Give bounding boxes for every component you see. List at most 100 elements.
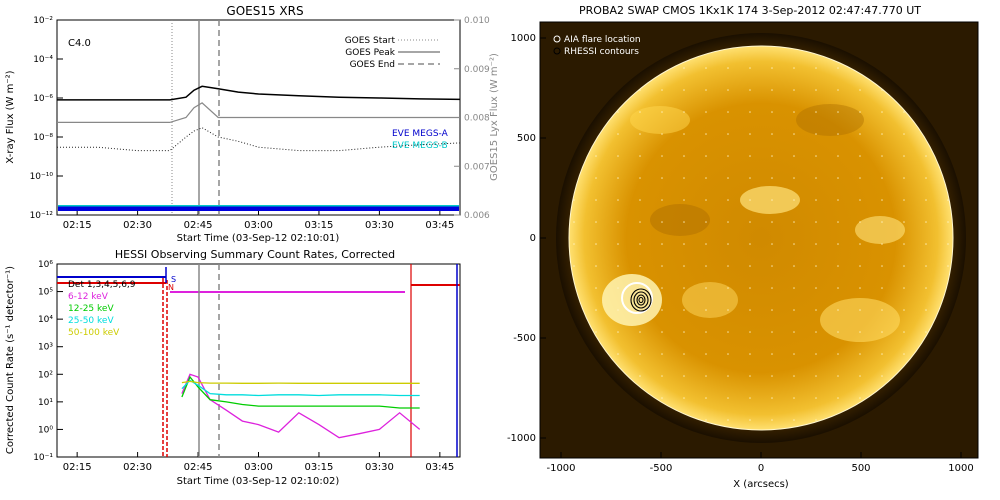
swap-limb-outline xyxy=(568,45,954,431)
hessi-series-line xyxy=(181,375,420,409)
hessi-legend-25-50: 25-50 keV xyxy=(68,316,114,326)
goes-x-tick-label: 02:45 xyxy=(184,220,213,231)
hessi-legend-det: Det 1,3,4,5,6,9 xyxy=(68,280,136,290)
hessi-x-tick-label: 02:15 xyxy=(63,462,92,473)
hessi-y-tick-label: 10¹ xyxy=(38,398,53,408)
goes-xlabel: Start Time (03-Sep-12 02:10:01) xyxy=(177,233,340,244)
goes-legend-end: GOES End xyxy=(350,60,395,70)
goes-x-tick-label: 03:45 xyxy=(425,220,454,231)
goes-x-tick-label: 03:30 xyxy=(365,220,394,231)
goes-series-line xyxy=(57,85,461,101)
swap-title: PROBA2 SWAP CMOS 1Kx1K 174 3-Sep-2012 02… xyxy=(579,4,921,17)
rhessi-contour-3 xyxy=(636,294,646,306)
hessi-series-line xyxy=(181,380,420,384)
swap-y-tick-label: -1000 xyxy=(507,433,536,444)
swap-panel: PROBA2 SWAP CMOS 1Kx1K 174 3-Sep-2012 02… xyxy=(507,4,979,490)
hessi-y-tick-label: 10³ xyxy=(38,343,53,353)
hessi-x-tick-label: 02:45 xyxy=(184,462,213,473)
hessi-xlabel: Start Time (03-Sep-12 02:10:02) xyxy=(177,476,340,487)
goes-y-tick-left-label: 10⁻⁶ xyxy=(33,94,53,104)
hessi-y-ticks: 10⁻¹ 10⁰ 10¹ 10² 10³ 10⁴ 10⁵ 10⁶ xyxy=(33,260,63,463)
swap-sun-features xyxy=(569,46,953,430)
swap-x-tick-label: 500 xyxy=(851,463,870,474)
rhessi-contours xyxy=(630,288,652,312)
goes-y-tick-right-label: 0.008 xyxy=(464,114,490,124)
hessi-series-line xyxy=(181,379,420,397)
hessi-x-tick-label: 02:30 xyxy=(123,462,152,473)
swap-y-tick-label: 0 xyxy=(530,233,536,244)
goes-x-tick-label: 03:15 xyxy=(305,220,334,231)
goes-legend-peak: GOES Peak xyxy=(345,48,395,58)
rhessi-contour-1 xyxy=(630,288,652,312)
goes-y-tick-right-label: 0.010 xyxy=(464,16,490,26)
swap-xlabel: X (arcsecs) xyxy=(733,479,789,490)
hessi-flag-n: N xyxy=(168,283,174,292)
goes-legend: GOES Start GOES Peak GOES End xyxy=(345,36,440,70)
goes-y-ticks-right: 0.006 0.007 0.008 0.009 0.010 xyxy=(454,16,490,221)
swap-legend-aia-marker xyxy=(553,35,561,43)
hessi-y-tick-label: 10⁵ xyxy=(38,288,53,298)
goes-class-label: C4.0 xyxy=(68,38,91,49)
goes-y-tick-left-label: 10⁻⁴ xyxy=(33,55,53,65)
hessi-x-tick-label: 03:15 xyxy=(305,462,334,473)
swap-x-ticks: -1000 -500 0 500 1000 xyxy=(546,452,974,474)
hessi-y-tick-label: 10⁶ xyxy=(38,260,53,270)
goes-y-tick-left-label: 10⁻⁸ xyxy=(33,133,53,143)
hessi-y-tick-label: 10² xyxy=(38,370,53,380)
goes-y-tick-right-label: 0.006 xyxy=(464,211,490,221)
goes-y-tick-left-label: 10⁻¹⁰ xyxy=(30,172,54,182)
goes-legend-start: GOES Start xyxy=(345,36,396,46)
hessi-panel: HESSI Observing Summary Count Rates, Cor… xyxy=(5,248,461,487)
hessi-legend-6-12: 6-12 keV xyxy=(68,292,109,302)
hessi-y-tick-label: 10⁰ xyxy=(38,425,53,435)
goes-series-line xyxy=(57,127,461,152)
goes-ylabel-left: X-ray Flux (W m⁻²) xyxy=(5,70,16,163)
hessi-x-tick-label: 03:45 xyxy=(425,462,454,473)
goes-x-tick-label: 02:30 xyxy=(123,220,152,231)
hessi-y-tick-label: 10⁻¹ xyxy=(33,453,53,463)
eve-megs-b-label: EVE MEGS-B xyxy=(392,141,448,151)
goes-title: GOES15 XRS xyxy=(226,4,303,18)
hessi-x-tick-label: 03:30 xyxy=(365,462,394,473)
goes-x-ticks: 02:15 02:30 02:45 03:00 03:15 03:30 03:45 xyxy=(63,210,454,231)
swap-y-tick-label: -500 xyxy=(513,333,536,344)
swap-image-frame xyxy=(539,21,979,459)
swap-x-tick-label: -500 xyxy=(650,463,673,474)
swap-legend-aia: AIA flare location xyxy=(564,35,641,45)
swap-legend-rhessi-marker xyxy=(553,47,561,55)
hessi-y-tick-label: 10⁴ xyxy=(38,315,53,325)
goes-ylabel-right: GOES15 Lyx Flux (W m⁻²) xyxy=(489,53,500,181)
goes-y-ticks-left: 10⁻¹² 10⁻¹⁰ 10⁻⁸ 10⁻⁶ 10⁻⁴ 10⁻² xyxy=(30,16,63,221)
hessi-series xyxy=(181,373,421,439)
hessi-flag-s: S xyxy=(171,275,176,284)
goes-series-line xyxy=(57,102,460,123)
goes-y-tick-right-label: 0.009 xyxy=(464,65,490,75)
goes-x-tick-label: 02:15 xyxy=(63,220,92,231)
hessi-title: HESSI Observing Summary Count Rates, Cor… xyxy=(115,248,395,261)
rhessi-contour-2 xyxy=(633,291,649,309)
hessi-x-tick-label: 03:00 xyxy=(244,462,273,473)
swap-x-tick-label: -1000 xyxy=(546,463,575,474)
goes-series xyxy=(57,85,461,152)
swap-x-tick-label: 0 xyxy=(758,463,764,474)
hessi-legend-50-100: 50-100 keV xyxy=(68,328,120,338)
eve-baseline-band xyxy=(58,206,459,211)
heliographic-grid xyxy=(569,46,953,430)
goes-y-tick-left-label: 10⁻¹² xyxy=(30,211,54,221)
eve-baseline-band-cyan xyxy=(58,205,459,207)
goes-panel: GOES15 XRS 10⁻¹² 10⁻¹⁰ 10⁻⁸ 10⁻⁶ 10⁻⁴ 10⁻² 0.… xyxy=(5,4,500,244)
goes-x-tick-label: 03:00 xyxy=(244,220,273,231)
swap-x-tick-label: 1000 xyxy=(948,463,973,474)
goes-y-tick-left-label: 10⁻² xyxy=(33,16,53,26)
rhessi-contour-4 xyxy=(638,296,644,304)
hessi-series-line xyxy=(181,373,421,439)
eve-megs-a-label: EVE MEGS-A xyxy=(392,129,449,139)
hessi-legend-12-25: 12-25 keV xyxy=(68,304,114,314)
swap-y-tick-label: 500 xyxy=(517,133,536,144)
hessi-ylabel: Corrected Count Rate (s⁻¹ detector⁻¹) xyxy=(5,266,16,454)
swap-y-tick-label: 1000 xyxy=(511,33,536,44)
swap-y-ticks: 1000 500 0 -500 -1000 xyxy=(507,33,546,444)
hessi-x-ticks: 02:15 02:30 02:45 03:00 03:15 03:30 03:45 xyxy=(63,452,454,473)
swap-legend-rhessi: RHESSI contours xyxy=(564,47,639,57)
